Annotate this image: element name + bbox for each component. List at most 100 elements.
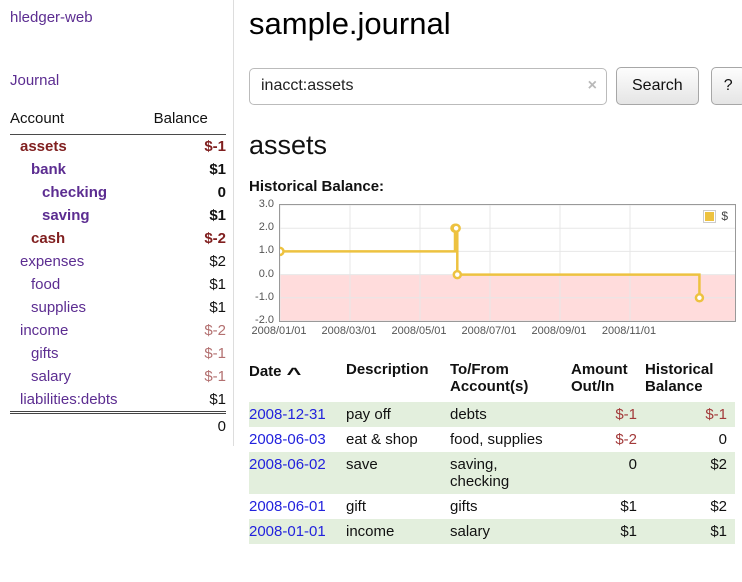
transaction-accounts: salary — [450, 523, 491, 540]
sidebar: hledger-web Journal Account Balance asse… — [0, 0, 234, 446]
transaction-date-link[interactable]: 2008-06-03 — [249, 431, 326, 448]
search-input[interactable] — [249, 67, 607, 105]
help-button[interactable]: ? — [710, 67, 742, 105]
transaction-amount: $1 — [620, 498, 637, 515]
transaction-balance: 0 — [718, 431, 727, 448]
transaction-date-link[interactable]: 2008-06-01 — [249, 498, 326, 515]
account-link[interactable]: salary — [31, 368, 72, 385]
transaction-amount: 0 — [628, 456, 637, 473]
account-name-cell: saving — [10, 204, 154, 227]
search-box: × — [249, 67, 607, 105]
transaction-accounts: debts — [450, 406, 487, 423]
account-link[interactable]: food — [31, 276, 61, 293]
account-name-cell: expenses — [10, 250, 154, 273]
account-row: assets $-1 — [10, 135, 226, 159]
account-name-cell: income — [10, 319, 154, 342]
accounts-header-balance: Balance — [153, 110, 226, 135]
account-row: saving $1 — [10, 204, 226, 227]
chart-x-axis-label: 2008/07/01 — [461, 325, 517, 337]
account-balance: $1 — [209, 161, 226, 178]
account-link[interactable]: assets — [20, 138, 67, 155]
register-row: 2008-06-01 gift gifts $1 $2 — [249, 494, 735, 519]
account-name-cell: liabilities:debts — [10, 388, 154, 413]
account-balance: $1 — [209, 299, 226, 316]
transaction-date-cell: 2008-06-03 — [249, 427, 346, 452]
account-link[interactable]: gifts — [31, 345, 59, 362]
account-name-cell: salary — [10, 365, 154, 388]
account-name-cell: bank — [10, 158, 154, 181]
account-link[interactable]: checking — [42, 184, 108, 201]
transaction-accounts: gifts — [450, 498, 478, 515]
register-tbody: 2008-12-31 pay off debts $-1 $-1 2008-06-03 ea… — [249, 402, 735, 544]
transaction-date-link[interactable]: 2008-06-02 — [249, 456, 326, 473]
historical-balance-chart: $3.0 2.0 1.0 0.0 -1.0 -2.0 2008/01/01 2008/03/0… — [249, 198, 736, 340]
register-header-tofrom-accounts: To/From Account(s) — [450, 361, 529, 395]
transaction-amount: $1 — [620, 523, 637, 540]
register-row: 2008-12-31 pay off debts $-1 $-1 — [249, 402, 735, 427]
account-link[interactable]: expenses — [20, 253, 85, 270]
sidebar-item-journal[interactable]: Journal — [10, 72, 60, 89]
account-row: bank $1 — [10, 158, 226, 181]
transaction-date-link[interactable]: 2008-01-01 — [249, 523, 326, 540]
transaction-date-cell: 2008-01-01 — [249, 519, 346, 544]
register-row: 2008-06-02 save saving, checking 0 $2 — [249, 452, 735, 494]
account-link[interactable]: income — [20, 322, 69, 339]
transaction-description: eat & shop — [346, 431, 418, 448]
account-balance: $-1 — [204, 138, 226, 155]
sort-ascending-icon: ^ — [286, 364, 301, 383]
account-heading: assets — [249, 130, 328, 160]
transaction-description: pay off — [346, 406, 391, 423]
account-link[interactable]: supplies — [31, 299, 87, 316]
account-link[interactable]: liabilities:debts — [20, 391, 118, 408]
account-link[interactable]: saving — [42, 207, 90, 224]
chart-y-axis-label: 2.0 — [258, 221, 274, 234]
page-title: sample.journal — [249, 6, 451, 41]
chart-plot-area: $ — [275, 204, 736, 322]
register-header-amount: Amount Out/In — [571, 361, 628, 395]
main-content: sample.journal × Search ? assets Histori… — [234, 0, 742, 582]
accounts-total-balance: 0 — [153, 411, 226, 438]
chart-y-axis-label: -1.0 — [255, 290, 274, 303]
transaction-date-cell: 2008-06-01 — [249, 494, 346, 519]
chart-x-axis-label: 2008/09/01 — [531, 325, 587, 337]
series-label: $ — [721, 209, 728, 223]
account-balance: $-2 — [204, 230, 226, 247]
account-row: gifts $-1 — [10, 342, 226, 365]
app-title-link[interactable]: hledger-web — [10, 9, 93, 26]
transaction-balance: $1 — [710, 523, 727, 540]
account-row: salary $-1 — [10, 365, 226, 388]
account-name-cell: gifts — [10, 342, 154, 365]
account-balance: $1 — [209, 207, 226, 224]
chart-x-axis-label: 2008/03/01 — [321, 325, 377, 337]
account-link[interactable]: bank — [31, 161, 67, 178]
chart-y-axis-label: 3.0 — [258, 198, 274, 210]
account-link[interactable]: cash — [31, 230, 66, 247]
clear-search-icon[interactable]: × — [587, 77, 597, 94]
search-button[interactable]: Search — [616, 67, 699, 105]
chart-y-axis-label: 1.0 — [258, 244, 274, 257]
register-header-date[interactable]: Date ^ — [249, 361, 346, 402]
accounts-table: Account Balance assets $-1 bank $1 checking 0… — [10, 110, 226, 438]
account-row: supplies $1 — [10, 296, 226, 319]
account-row: income $-2 — [10, 319, 226, 342]
account-balance: $-2 — [204, 322, 226, 339]
transaction-amount: $-1 — [615, 406, 637, 423]
account-row: food $1 — [10, 273, 226, 296]
transaction-date-link[interactable]: 2008-12-31 — [249, 406, 326, 423]
transaction-description: income — [346, 523, 395, 540]
register-header-row: Date ^ Description To/From Account(s) Amo… — [249, 361, 735, 402]
register-header-historical-balance: Historical Balance — [645, 361, 714, 395]
transaction-description: gift — [346, 498, 367, 515]
register-header-date-label: Date — [249, 363, 282, 380]
account-name-cell: checking — [10, 181, 154, 204]
chart-x-axis-label: 2008/11/01 — [601, 325, 657, 337]
account-balance: $-1 — [204, 345, 226, 362]
account-name-cell: food — [10, 273, 154, 296]
register-row: 2008-06-03 eat & shop food, supplies $-2 0 — [249, 427, 735, 452]
transaction-balance: $2 — [710, 498, 727, 515]
account-balance: $-1 — [204, 368, 226, 385]
accounts-total-row: 0 — [10, 411, 226, 438]
account-balance: 0 — [217, 184, 226, 201]
search-bar: × Search ? — [249, 67, 742, 105]
